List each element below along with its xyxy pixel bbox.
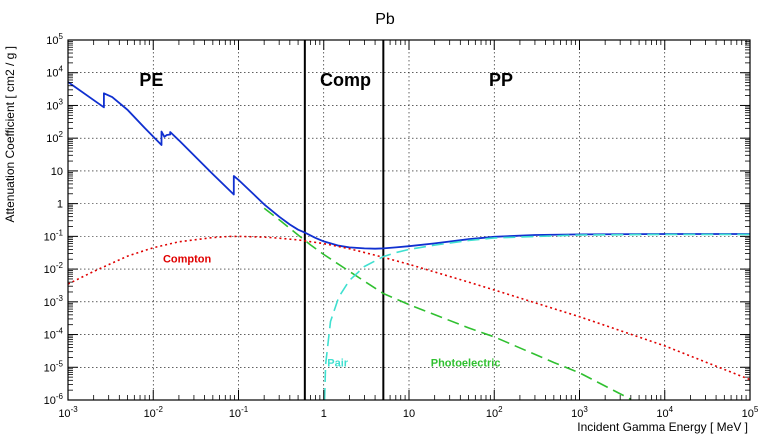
label-layer: PE Comp PP Compton Photoelectric Pair: [139, 70, 513, 370]
region-lines: [303, 40, 385, 400]
grid: [68, 40, 750, 400]
y-tick-label: 10: [51, 166, 63, 178]
y-tick-label: 10-2: [44, 261, 64, 276]
x-tick-label: 1: [321, 408, 327, 420]
x-axis-title: Incident Gamma Energy [ MeV ]: [577, 420, 748, 434]
series-label-pair: Pair: [327, 358, 349, 370]
x-tick-label: 102: [486, 405, 503, 420]
x-tick-label: 10-3: [58, 405, 78, 420]
series-label-photoelectric: Photoelectric: [431, 358, 501, 370]
series-line-pair: [323, 233, 750, 401]
region-label: PP: [489, 70, 513, 90]
series-line-total: [67, 81, 750, 250]
y-tick-label: 10-4: [44, 327, 64, 342]
y-tick-label: 103: [46, 97, 63, 112]
tick-layer: 10-3 10-2 10-1 1 10 102 103 104 105 10-6 10-5 10-4 1…: [44, 32, 759, 420]
y-tick-label: 102: [46, 130, 63, 145]
y-tick-label: 10-3: [44, 294, 64, 309]
y-axis-title: Attenuation Coefficient [ cm2 / g ]: [3, 46, 17, 223]
series-line-photoelectric: [263, 207, 632, 401]
region-label: PE: [139, 70, 163, 90]
region-label: Comp: [320, 70, 371, 90]
x-tick-label: 104: [656, 405, 673, 420]
x-tick-label: 105: [742, 405, 759, 420]
x-tick-label: 10-2: [144, 405, 164, 420]
y-tick-label: 10-1: [44, 228, 64, 243]
x-tick-label: 103: [571, 405, 588, 420]
y-tick-label: 10-6: [44, 392, 64, 407]
y-tick-label: 1: [57, 199, 63, 211]
x-tick-label: 10-1: [229, 405, 249, 420]
series-layer: [67, 81, 751, 401]
y-tick-label: 104: [46, 65, 63, 80]
series-label-compton: Compton: [163, 253, 212, 265]
x-tick-label: 10: [403, 408, 415, 420]
chart-title: Pb: [375, 11, 395, 28]
y-tick-label: 10-5: [44, 359, 64, 374]
y-tick-label: 105: [46, 32, 63, 47]
